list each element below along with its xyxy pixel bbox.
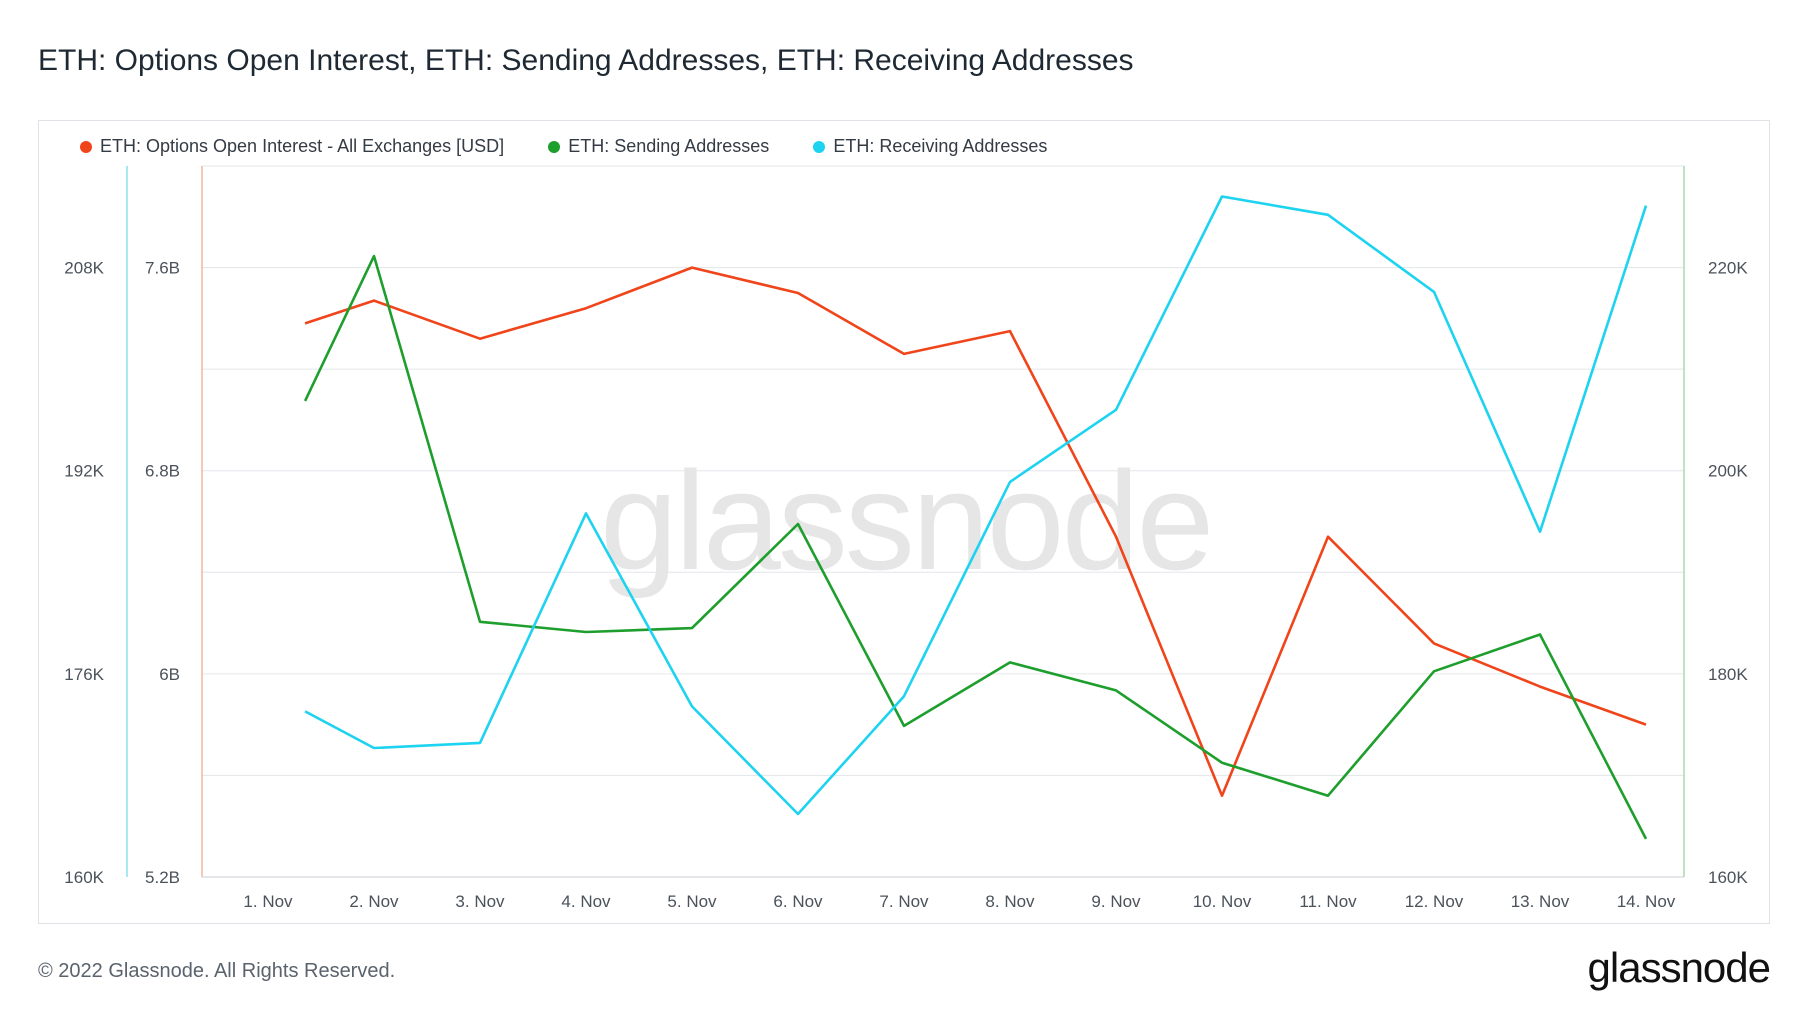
legend-item[interactable]: ETH: Sending Addresses: [548, 136, 769, 157]
sending-axis-tick: 176K: [64, 665, 104, 684]
x-axis-tick: 1. Nov: [243, 892, 293, 911]
x-axis-tick: 10. Nov: [1193, 892, 1252, 911]
legend-item[interactable]: ETH: Receiving Addresses: [813, 136, 1047, 157]
series-lines: [303, 195, 1648, 840]
receiving-axis-tick: 180K: [1708, 665, 1748, 684]
x-axis-tick: 8. Nov: [985, 892, 1035, 911]
x-axis-tick: 2. Nov: [349, 892, 399, 911]
legend-label: ETH: Receiving Addresses: [833, 136, 1048, 156]
tick-labels: 160K 176K 192K 208K 5.2B 6B 6.8B 7.6B 160K 180K 20…: [64, 259, 1748, 911]
sending-axis-tick: 160K: [64, 868, 104, 887]
x-axis-tick: 12. Nov: [1405, 892, 1464, 911]
receiving-axis-tick: 220K: [1708, 259, 1748, 278]
x-axis-tick: 9. Nov: [1091, 892, 1141, 911]
options-axis-tick: 7.6B: [145, 259, 180, 278]
series-line-2: [304, 195, 1648, 816]
legend-label: ETH: Sending Addresses: [568, 136, 770, 156]
series-line-1: [303, 254, 1648, 840]
chart-title: ETH: Options Open Interest, ETH: Sending…: [38, 44, 1134, 77]
copyright-text: © 2022 Glassnode. All Rights Reserved.: [38, 960, 396, 982]
x-axis-tick: 4. Nov: [561, 892, 611, 911]
legend-dot-icon: [548, 140, 561, 153]
options-axis-tick: 6B: [159, 665, 180, 684]
x-axis-tick: 6. Nov: [773, 892, 823, 911]
options-axis-tick: 6.8B: [145, 462, 180, 481]
chart-frame: [38, 120, 1770, 924]
x-axis-tick: 14. Nov: [1617, 892, 1676, 911]
x-axis-tick: 13. Nov: [1511, 892, 1570, 911]
legend-dot-icon: [80, 140, 92, 153]
legend: ETH: Options Open Interest - All Exchang…: [80, 136, 1047, 157]
axes: [126, 166, 1685, 878]
x-axis-tick: 7. Nov: [879, 892, 929, 911]
x-axis-tick: 3. Nov: [455, 892, 505, 911]
grid-lines: [202, 165, 1684, 878]
sending-axis-tick: 208K: [64, 259, 104, 278]
brand-logo: glassnode: [1587, 944, 1771, 991]
options-axis-tick: 5.2B: [145, 868, 180, 887]
x-axis-tick: 11. Nov: [1299, 892, 1357, 911]
legend-dot-icon: [813, 140, 826, 153]
legend-label: ETH: Options Open Interest - All Exchang…: [100, 136, 505, 156]
legend-item[interactable]: ETH: Options Open Interest - All Exchang…: [80, 136, 504, 157]
x-axis-tick: 5. Nov: [667, 892, 717, 911]
receiving-axis-tick: 200K: [1708, 462, 1748, 481]
receiving-axis-tick: 160K: [1708, 868, 1748, 887]
sending-axis-tick: 192K: [64, 462, 104, 481]
series-line-0: [304, 266, 1647, 797]
